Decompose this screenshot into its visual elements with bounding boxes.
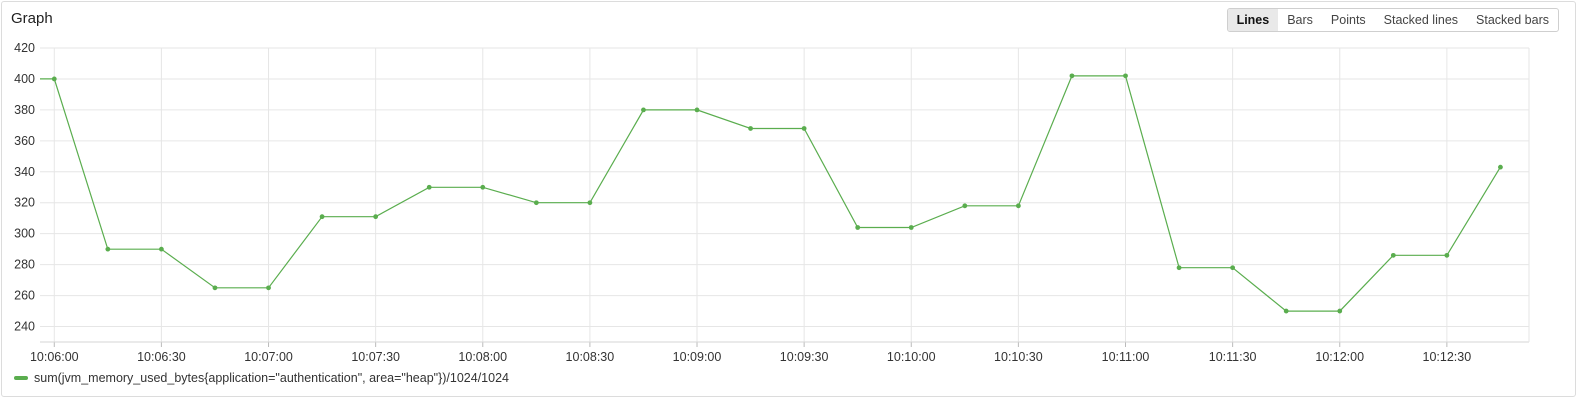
data-point [480, 184, 486, 190]
data-point [319, 214, 325, 220]
data-point [105, 246, 111, 252]
x-tick-label: 10:07:30 [351, 350, 400, 364]
data-point [51, 76, 57, 82]
data-point [801, 126, 807, 131]
y-tick-label: 420 [14, 41, 35, 55]
legend-swatch [14, 376, 28, 380]
y-tick-label: 380 [14, 103, 35, 117]
data-point [1337, 308, 1343, 314]
data-point [1069, 73, 1075, 79]
legend-series-label: sum(jvm_memory_used_bytes{application="a… [34, 371, 509, 385]
data-point [1176, 265, 1182, 271]
x-tick-label: 10:08:00 [458, 350, 507, 364]
x-tick-label: 10:09:30 [780, 350, 829, 364]
x-tick-label: 10:06:30 [137, 350, 186, 364]
mode-stacked-lines-button[interactable]: Stacked lines [1383, 13, 1459, 27]
y-tick-label: 240 [14, 320, 35, 334]
x-tick-label: 10:11:30 [1209, 350, 1257, 364]
data-point [641, 107, 646, 113]
y-tick-label: 340 [14, 165, 35, 179]
data-point [1123, 73, 1128, 79]
data-point [1230, 265, 1236, 271]
x-tick-label: 10:10:30 [994, 350, 1043, 364]
data-point [694, 107, 700, 113]
data-point [533, 200, 539, 206]
y-tick-label: 280 [14, 258, 35, 272]
mode-lines-button[interactable]: Lines [1227, 9, 1279, 31]
data-point [962, 203, 968, 209]
data-point [426, 184, 432, 190]
data-point [1444, 252, 1450, 258]
data-point [266, 285, 271, 291]
x-tick-label: 10:12:00 [1315, 350, 1364, 364]
data-point [587, 200, 593, 206]
x-tick-label: 10:12:30 [1423, 350, 1472, 364]
data-point [748, 126, 753, 131]
data-point [1498, 164, 1503, 170]
x-tick-label: 10:09:00 [673, 350, 722, 364]
y-tick-label: 360 [14, 134, 35, 148]
data-point [1015, 203, 1021, 209]
series-line [40, 75, 1501, 312]
data-point [159, 246, 164, 252]
chart-mode-selector: Lines Bars Points Stacked lines Stacked … [1226, 8, 1559, 32]
y-tick-label: 300 [14, 227, 35, 241]
mode-points-button[interactable]: Points [1330, 13, 1366, 27]
x-tick-label: 10:06:00 [30, 350, 79, 364]
x-tick-label: 10:07:00 [244, 350, 293, 364]
y-tick-label: 400 [14, 72, 35, 86]
y-tick-label: 260 [14, 289, 35, 303]
mode-stacked-bars-button[interactable]: Stacked bars [1476, 13, 1549, 27]
data-point [855, 225, 861, 230]
x-tick-label: 10:11:00 [1102, 350, 1150, 364]
data-point [212, 285, 218, 291]
mode-bars-button[interactable]: Bars [1287, 13, 1313, 27]
y-tick-label: 320 [14, 196, 35, 210]
data-point [1390, 252, 1396, 258]
data-point [1283, 308, 1289, 314]
data-point [373, 214, 379, 220]
data-point [908, 225, 914, 230]
x-tick-label: 10:10:00 [887, 350, 936, 364]
panel-title: Graph [11, 10, 53, 27]
x-tick-label: 10:08:30 [566, 350, 615, 364]
chart-legend[interactable]: sum(jvm_memory_used_bytes{application="a… [14, 371, 509, 385]
